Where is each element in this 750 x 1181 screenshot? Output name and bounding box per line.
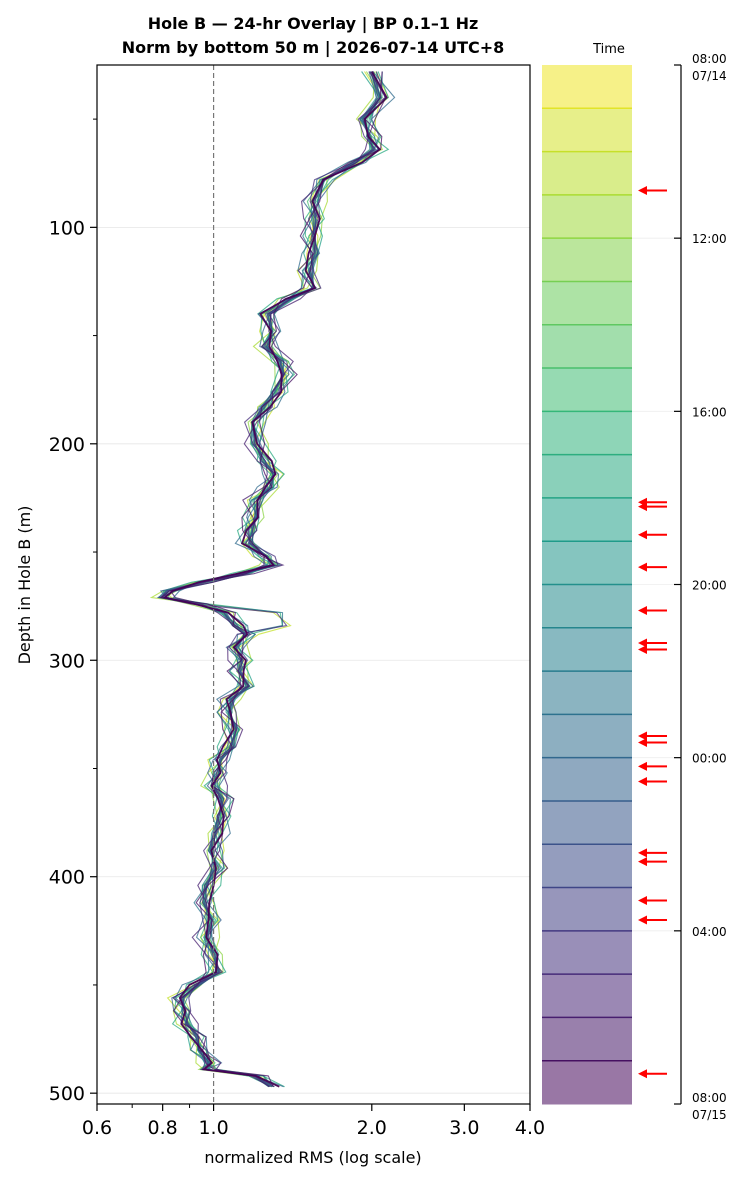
series-line [163,71,381,1088]
colorbar-title: Time [592,42,625,57]
x-tick-label: 2.0 [357,1117,387,1139]
event-arrow [638,644,667,654]
x-tick-label: 4.0 [515,1117,545,1139]
series-line [158,71,386,1088]
y-tick-label: 200 [49,434,85,456]
colorbar-segment [542,281,632,326]
y-axis: 100 200 300 400 500 [49,118,97,1105]
colorbar-segment [542,324,632,369]
colorbar-segment [542,1060,632,1105]
event-arrow [638,186,667,196]
colorbar-segment [542,238,632,282]
colorbar-segment [542,368,632,412]
event-arrow [638,605,667,615]
colorbar-segment [542,497,632,542]
event-arrow [638,562,667,572]
series-line [162,71,388,1088]
x-tick-label: 3.0 [449,1117,479,1139]
event-arrow [638,530,667,540]
colorbar-segment [542,541,632,585]
series-line [159,71,383,1087]
colorbar-segment [542,887,632,932]
colorbar-segment [542,714,632,759]
time-tick-label: 04:00 [692,925,727,939]
x-tick-label: 1.0 [198,1117,228,1139]
x-axis-label: normalized RMS (log scale) [204,1148,421,1167]
y-tick-label: 300 [49,650,85,672]
series-line [149,71,384,1088]
colorbar-segment [542,1017,632,1062]
plot-lines [149,71,396,1088]
x-axis: 0.6 0.8 1.0 2.0 3.0 4.0 [82,1104,545,1139]
plot-gridlines [97,226,530,1094]
colorbar-segment [542,930,632,975]
colorbar-segment [542,454,632,499]
colorbar-segment [542,151,632,196]
y-tick-label: 400 [49,867,85,889]
time-axis-top-label: 08:00 [692,52,727,66]
colorbar-segment [542,671,632,715]
time-tick-label: 20:00 [692,579,727,593]
colorbar-segment [542,757,632,802]
series-line [156,71,381,1088]
colorbar-segment [542,194,632,239]
colorbar-segment [542,411,632,456]
chart-title-line2: Norm by bottom 50 m | 2026-07-14 UTC+8 [122,38,505,58]
colorbar [542,65,632,1105]
event-arrow [638,848,667,858]
event-arrow [638,776,667,786]
event-arrow [638,738,667,748]
series-line [169,71,387,1088]
series-line [159,71,380,1088]
time-axis-bottom-label: 08:00 [692,1091,727,1105]
colorbar-segment [542,584,632,629]
event-arrows [638,186,667,1079]
x-tick-label: 0.8 [148,1117,178,1139]
colorbar-segment [542,108,632,153]
time-axis: 12:00 16:00 20:00 00:00 04:00 [632,64,727,1105]
event-arrow [638,1069,667,1079]
series-line [162,71,382,1088]
event-arrow [638,896,667,906]
colorbar-segment [542,974,632,1018]
series-line [157,71,378,1088]
series-line [167,71,387,1088]
event-arrow [638,915,667,925]
time-tick-label: 16:00 [692,405,727,419]
series-line [158,71,383,1088]
series-line [159,71,379,1088]
y-tick-label: 500 [49,1083,85,1105]
series-line [163,71,389,1088]
y-axis-label: Depth in Hole B (m) [15,506,34,665]
colorbar-segment [542,800,632,845]
y-tick-label: 100 [49,217,85,239]
event-arrow [638,761,667,771]
time-axis-bottom-date: 07/15 [692,1108,727,1122]
event-arrow [638,731,667,741]
colorbar-segment [542,627,632,672]
event-arrow [638,857,667,867]
chart-title-line1: Hole B — 24-hr Overlay | BP 0.1–1 Hz [148,14,479,34]
colorbar-segment [542,65,632,109]
event-arrow [638,502,667,512]
time-axis-top-date: 07/14 [692,69,727,83]
time-tick-label: 00:00 [692,752,727,766]
plot-frame [96,64,531,1105]
event-arrow [638,638,667,648]
time-tick-label: 12:00 [692,232,727,246]
colorbar-segment [542,844,632,889]
x-tick-label: 0.6 [82,1117,112,1139]
